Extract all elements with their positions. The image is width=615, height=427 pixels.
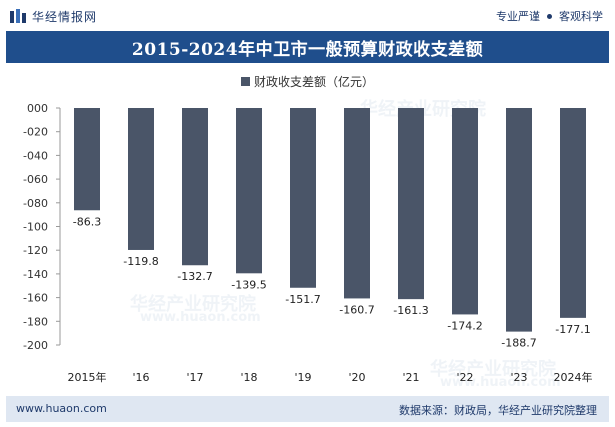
bar bbox=[74, 108, 100, 211]
bar bbox=[182, 108, 208, 266]
tagline: 专业严谨 客观科学 bbox=[496, 8, 603, 24]
legend-label: 财政收支差额（亿元） bbox=[253, 74, 374, 89]
bar bbox=[398, 108, 424, 300]
y-tick-label: -160 bbox=[23, 292, 48, 305]
y-tick-label: -120 bbox=[23, 244, 48, 257]
y-tick-label: -100 bbox=[23, 221, 48, 234]
y-tick-label: -200 bbox=[23, 339, 48, 352]
footer-website[interactable]: www.huaon.com bbox=[16, 402, 107, 415]
x-tick-label: '23 bbox=[510, 371, 527, 384]
brand[interactable]: 华经情报网 bbox=[10, 7, 97, 25]
data-label: -177.1 bbox=[555, 323, 590, 336]
y-tick-label: -040 bbox=[23, 149, 48, 162]
data-label: -86.3 bbox=[73, 215, 101, 228]
y-tick-label: 000 bbox=[27, 102, 48, 115]
chart-legend: 财政收支差额（亿元） bbox=[0, 72, 615, 90]
data-label: -139.5 bbox=[231, 278, 266, 291]
tagline-left: 专业严谨 bbox=[496, 10, 540, 23]
top-bar: 华经情报网 专业严谨 客观科学 bbox=[0, 0, 615, 30]
data-label: -174.2 bbox=[447, 319, 482, 332]
y-tick-label: -140 bbox=[23, 268, 48, 281]
bar bbox=[236, 108, 262, 274]
y-tick-label: -060 bbox=[23, 173, 48, 186]
data-label: -119.8 bbox=[123, 255, 158, 268]
brand-logo-icon bbox=[10, 9, 26, 23]
tagline-right: 客观科学 bbox=[559, 10, 603, 23]
bar bbox=[290, 108, 316, 288]
data-label: -161.3 bbox=[393, 304, 428, 317]
bar bbox=[344, 108, 370, 299]
bar bbox=[128, 108, 154, 250]
x-tick-label: '16 bbox=[132, 371, 149, 384]
bar bbox=[452, 108, 478, 315]
bar bbox=[506, 108, 532, 332]
footer-source: 数据来源：财政局，华经产业研究院整理 bbox=[399, 404, 597, 417]
x-tick-label: 2015年 bbox=[68, 370, 107, 384]
data-label: -132.7 bbox=[177, 270, 212, 283]
x-tick-label: 2024年 bbox=[554, 370, 593, 384]
data-label: -160.7 bbox=[339, 303, 374, 316]
x-tick-label: '20 bbox=[348, 371, 365, 384]
bar-chart: 000 -020 -040 -060 -080 -100 -120 -140 -160 -180 -… bbox=[23, 102, 593, 384]
x-tick-label: '21 bbox=[402, 371, 419, 384]
x-tick-label: '17 bbox=[186, 371, 203, 384]
y-tick-label: -020 bbox=[23, 126, 48, 139]
title-bar: 2015-2024年中卫市一般预算财政收支差额 bbox=[6, 31, 609, 63]
footer: www.huaon.com 数据来源：财政局，华经产业研究院整理 bbox=[6, 396, 609, 422]
bar bbox=[560, 108, 586, 318]
x-tick-label: '18 bbox=[240, 371, 257, 384]
x-tick-label: '19 bbox=[294, 371, 311, 384]
data-label: -188.7 bbox=[501, 337, 536, 350]
tagline-dot-icon bbox=[547, 13, 552, 19]
y-tick-label: -180 bbox=[23, 315, 48, 328]
data-label: -151.7 bbox=[285, 293, 320, 306]
x-tick-label: '22 bbox=[456, 371, 473, 384]
chart-title: 2015-2024年中卫市一般预算财政收支差额 bbox=[131, 39, 484, 60]
brand-name: 华经情报网 bbox=[32, 9, 98, 24]
y-tick-label: -080 bbox=[23, 197, 48, 210]
legend-swatch bbox=[240, 76, 250, 86]
